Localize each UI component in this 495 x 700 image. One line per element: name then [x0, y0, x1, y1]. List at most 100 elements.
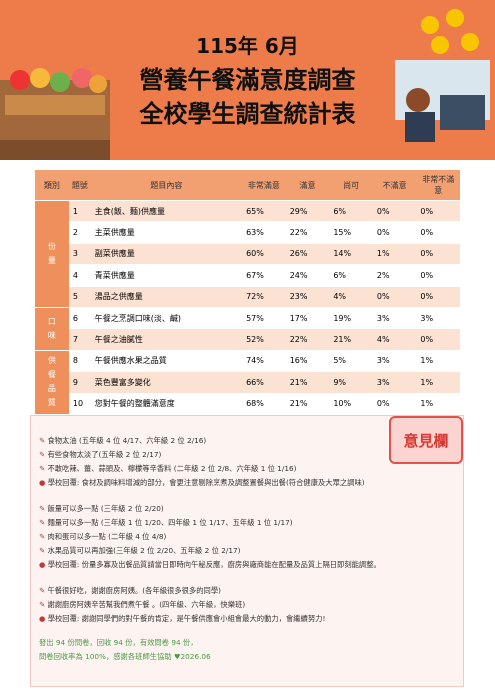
comment: 飯量可以多一點 (三年級 2 位 2/20) — [39, 502, 399, 516]
question: 午餐之油膩性 — [90, 328, 243, 351]
question-number: 1 — [68, 199, 91, 222]
question: 湯品之供應量 — [90, 285, 243, 308]
percentage: 74% — [242, 349, 286, 372]
comment-list: 食物太油 (五年級 4 位 4/17、六年級 2 位 2/16)有些食物太淡了(… — [39, 434, 399, 664]
question-number: 6 — [68, 306, 91, 329]
percentage: 60% — [242, 242, 286, 265]
question: 您對午餐的整體滿意度 — [90, 392, 243, 414]
footer-line: 問卷回收率為 100%，感謝各班師生協助 ♥2026.06 — [39, 650, 399, 664]
percentage: 15% — [329, 221, 373, 244]
footer: 發出 94 份問卷，回收 94 份，有效問卷 94 份， 問卷回收率為 100%，… — [39, 636, 399, 664]
percentage: 16% — [285, 349, 330, 372]
percentage: 0% — [416, 221, 460, 244]
percentage: 2% — [372, 264, 417, 287]
percentage: 67% — [242, 264, 286, 287]
column-header: 尚可 — [329, 170, 373, 201]
column-header: 非常滿意 — [242, 170, 286, 201]
percentage: 0% — [416, 199, 460, 222]
percentage: 1% — [416, 371, 460, 394]
table-row: 10 您對午餐的整體滿意度 68% 21% 10% 0% 1% — [35, 392, 460, 414]
comments-title: 意見欄 — [389, 416, 463, 464]
percentage: 0% — [372, 221, 417, 244]
table-row: 4 青菜供應量 67% 24% 6% 2% 0% — [35, 264, 460, 287]
header: 115年 6月 營養午餐滿意度調查 全校學生調查統計表 — [0, 0, 495, 160]
percentage: 21% — [285, 392, 330, 414]
comments: 意見欄 食物太油 (五年級 4 位 4/17、六年級 2 位 2/16)有些食物… — [30, 415, 464, 687]
percentage: 10% — [329, 392, 373, 414]
percentage: 68% — [242, 392, 286, 414]
percentage: 1% — [372, 242, 417, 265]
question-number: 8 — [68, 349, 91, 372]
percentage: 29% — [285, 199, 330, 222]
percentage: 22% — [285, 221, 330, 244]
percentage: 21% — [285, 371, 330, 394]
column-header: 非常不滿意 — [416, 170, 460, 201]
comment: 麵量可以多一點 (三年級 1 位 1/20、四年級 1 位 1/17、五年級 1… — [39, 516, 399, 530]
comment: 水果品質可以再加強(三年級 2 位 2/20、五年級 2 位 2/17) — [39, 544, 399, 558]
table-row: 口味 6 午餐之烹調口味(淡、鹹) 57% 17% 19% 3% 3% — [35, 306, 460, 351]
header-art — [0, 9, 490, 160]
title-line: 全校學生調查統計表 — [139, 100, 356, 128]
percentage: 1% — [416, 349, 460, 372]
percentage: 52% — [242, 328, 286, 351]
spacer — [39, 490, 399, 502]
percentage: 24% — [285, 264, 330, 287]
category: 口味 — [35, 306, 69, 351]
percentage: 6% — [329, 199, 373, 222]
column-header: 不滿意 — [372, 170, 417, 201]
school-reply: 學校回覆: 份量多寡及出餐品質請當日即時向午秘反應，廚房與廠商能在配量及品質上隔… — [39, 558, 399, 572]
percentage: 0% — [416, 264, 460, 287]
school-reply: 學校回覆: 食材及調味料增減的部分，會更注意剔除烹煮及調整置餐與出餐(符合健康及… — [39, 476, 399, 490]
question-number: 9 — [68, 371, 91, 394]
percentage: 3% — [416, 306, 460, 329]
column-header: 類別 — [35, 170, 69, 201]
table-row: 3 副菜供應量 60% 26% 14% 1% 0% — [35, 242, 460, 265]
question-number: 4 — [68, 264, 91, 287]
percentage: 0% — [372, 199, 417, 222]
percentage: 0% — [372, 285, 417, 308]
percentage: 0% — [416, 328, 460, 351]
footer-line: 發出 94 份問卷，回收 94 份，有效問卷 94 份， — [39, 638, 198, 647]
percentage: 3% — [372, 371, 417, 394]
column-header: 題號 — [68, 170, 91, 201]
percentage: 72% — [242, 285, 286, 308]
table-row: 9 菜色豐富多變化 66% 21% 9% 3% 1% — [35, 371, 460, 394]
percentage: 4% — [329, 285, 373, 308]
question: 菜色豐富多變化 — [90, 371, 243, 394]
spacer — [39, 572, 399, 584]
question-number: 3 — [68, 242, 91, 265]
question: 主菜供應量 — [90, 221, 243, 244]
percentage: 6% — [329, 264, 373, 287]
percentage: 66% — [242, 371, 286, 394]
footer-date: 2026.06 — [180, 652, 211, 661]
percentage: 26% — [285, 242, 330, 265]
school-reply: 學校回覆: 謝謝同學們的對午餐的肯定，是午餐供應會小組會最大的動力，會繼續努力! — [39, 612, 399, 626]
percentage: 65% — [242, 199, 286, 222]
percentage: 63% — [242, 221, 286, 244]
percentage: 3% — [372, 306, 417, 329]
percentage: 57% — [242, 306, 286, 329]
percentage: 22% — [285, 328, 330, 351]
table-row: 7 午餐之油膩性 52% 22% 21% 4% 0% — [35, 328, 460, 351]
question-number: 7 — [68, 328, 91, 351]
percentage: 17% — [285, 306, 330, 329]
percentage: 1% — [416, 392, 460, 414]
heart: ♥ — [171, 652, 181, 661]
percentage: 0% — [416, 285, 460, 308]
percentage: 5% — [329, 349, 373, 372]
footer-text: 問卷回收率為 100%，感謝各班師生協助 — [39, 652, 172, 661]
comment: 不敢吃辣、薑、蒜頭及、檸檬等辛香料 (二年級 2 位 2/8、六年級 1 位 1… — [39, 462, 399, 476]
table-row: 2 主菜供應量 63% 22% 15% 0% 0% — [35, 221, 460, 244]
comment: 謝謝廚房阿姨辛苦幫我們煮午餐 。(四年級、六年級，快樂班) — [39, 598, 399, 612]
category: 供餐品質 — [35, 349, 69, 414]
percentage: 23% — [285, 285, 330, 308]
comment: 食物太油 (五年級 4 位 4/17、六年級 2 位 2/16) — [39, 434, 399, 448]
table-row: 份量 1 主食(飯、麵)供應量 65% 29% 6% 0% 0% — [35, 199, 460, 308]
column-header: 滿意 — [285, 170, 330, 201]
percentage: 14% — [329, 242, 373, 265]
question: 午餐供應水果之品質 — [90, 349, 243, 372]
column-header: 題目內容 — [90, 170, 243, 201]
percentage: 9% — [329, 371, 373, 394]
comment: 肉和蛋可以多一點 (二年級 4 位 4/8) — [39, 530, 399, 544]
percentage: 0% — [372, 392, 417, 414]
